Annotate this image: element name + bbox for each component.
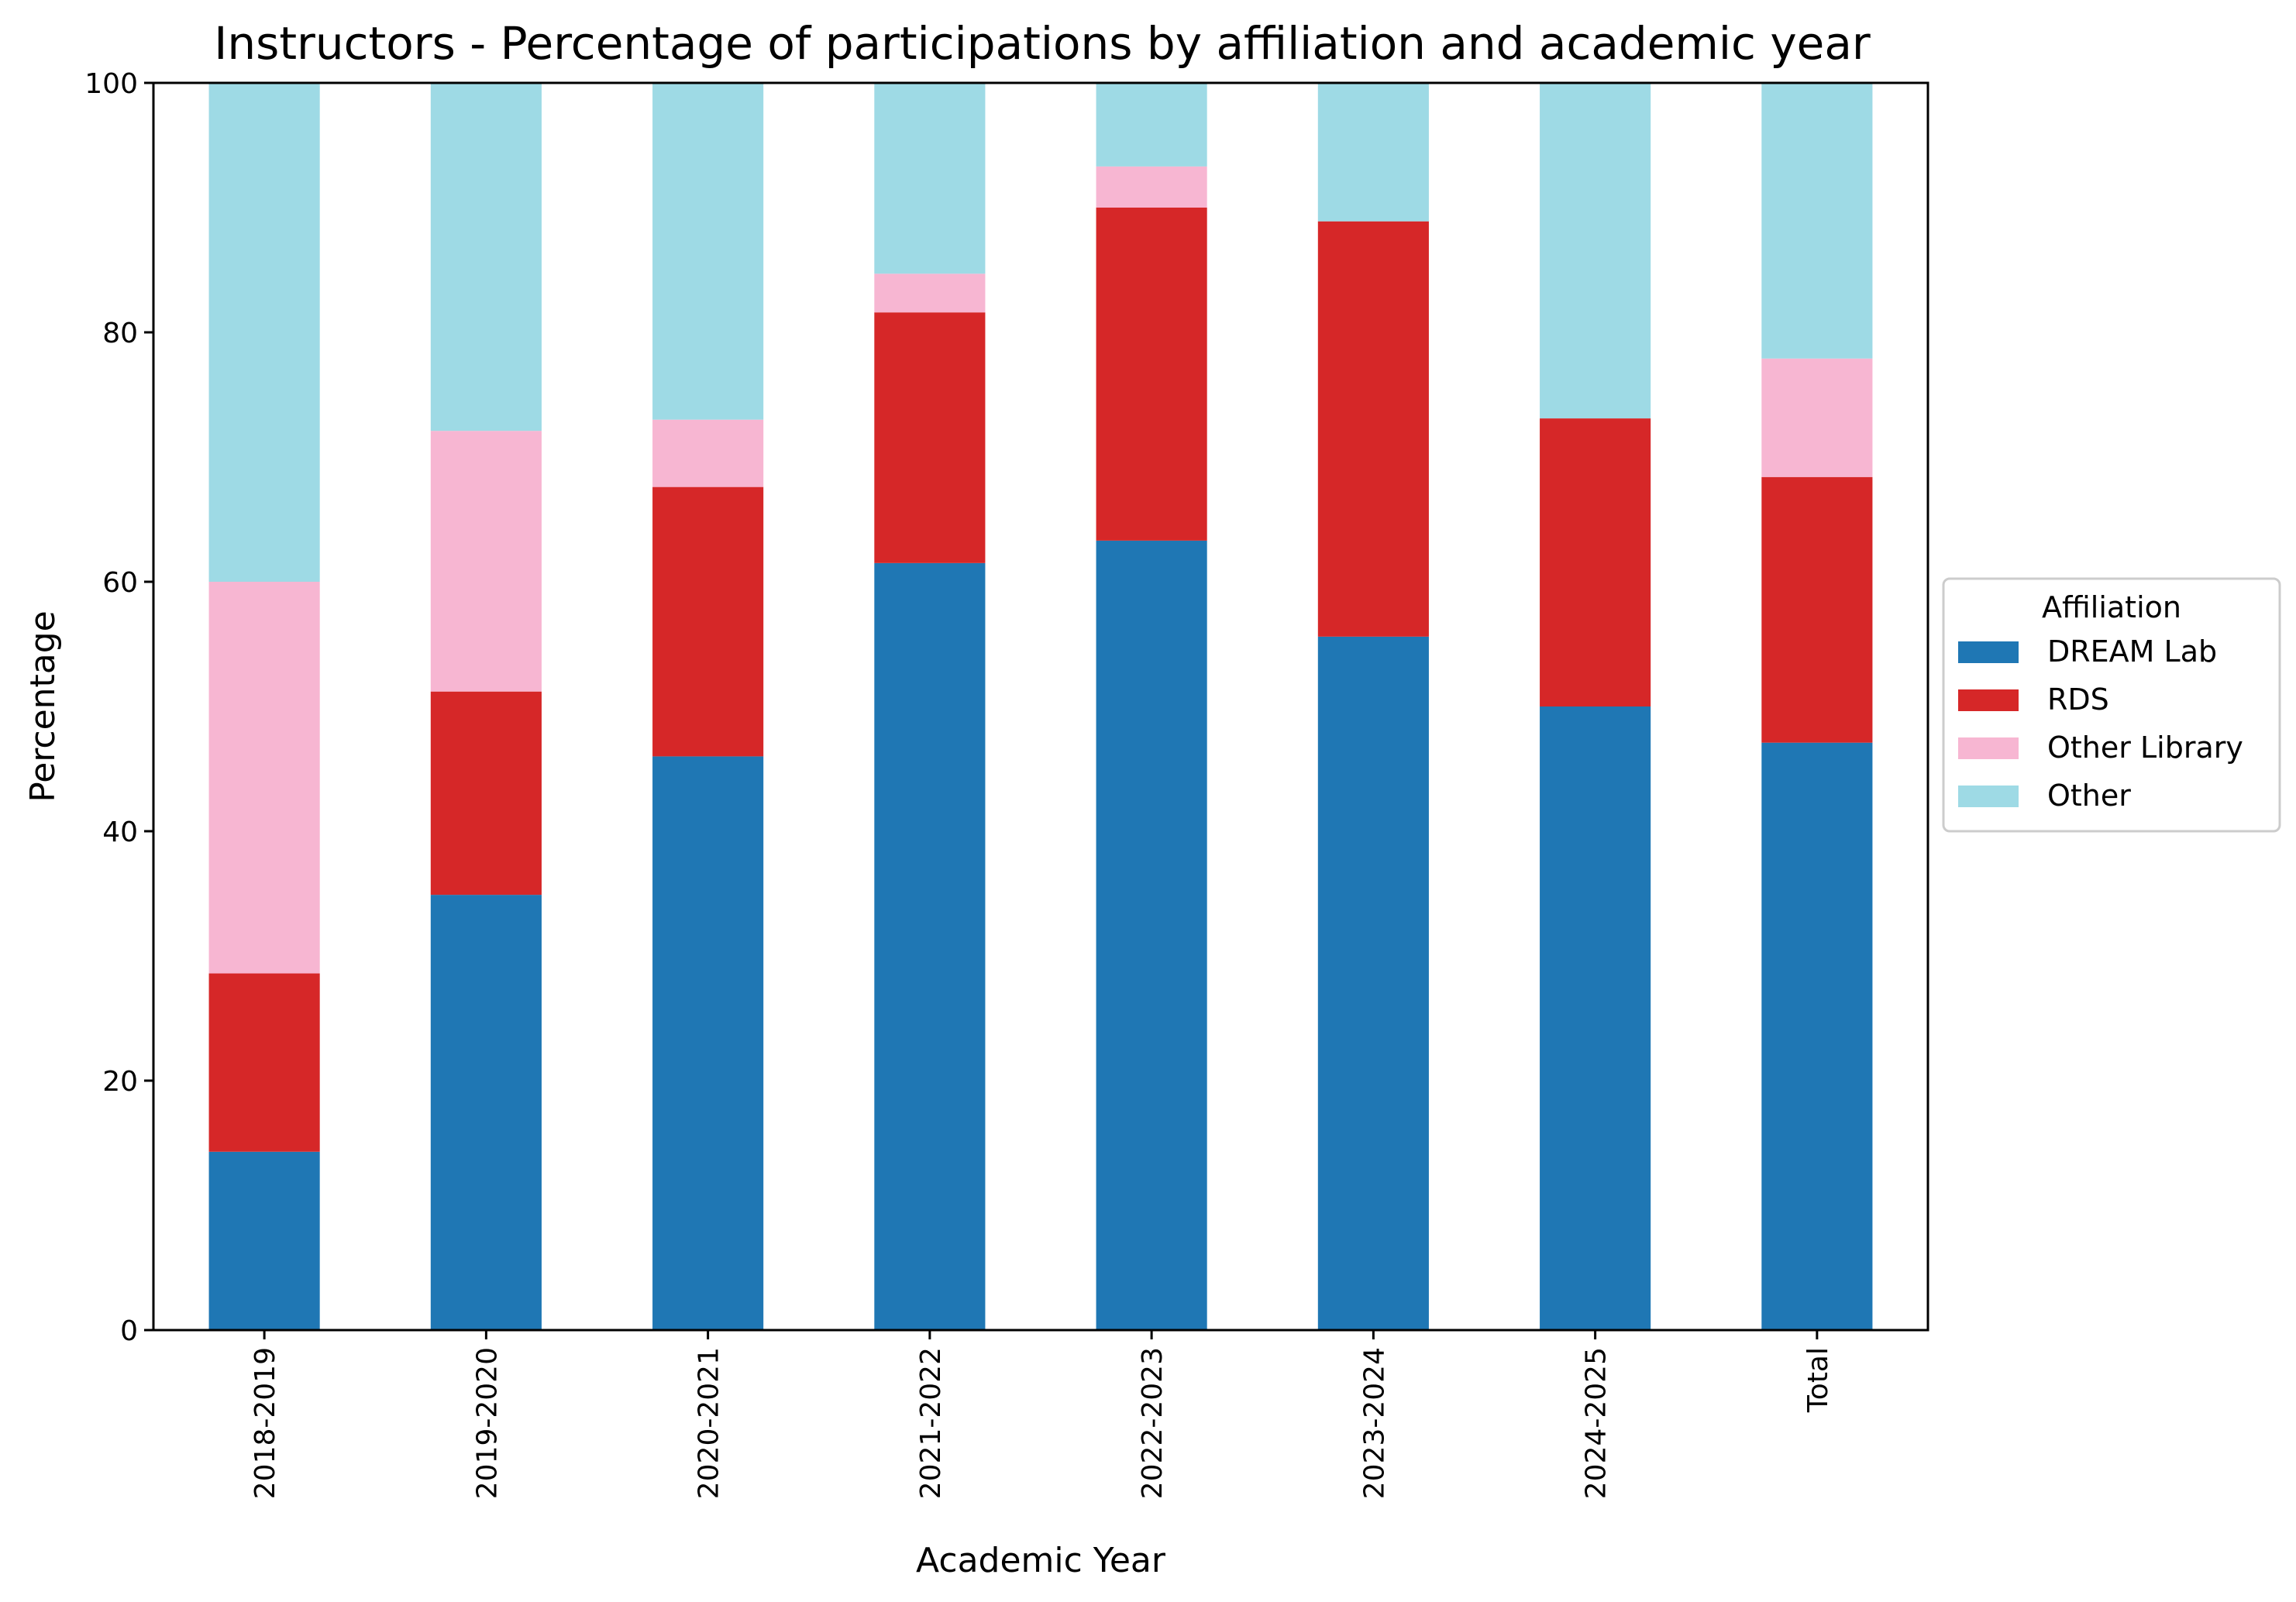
legend-label-rds: RDS [2047, 682, 2109, 717]
bar-rds-2018-2019 [208, 973, 320, 1152]
y-tick-label: 40 [102, 816, 138, 848]
bar-other-2021-2022 [874, 83, 986, 274]
bar-dream-lab-total [1761, 742, 1873, 1330]
bar-dream-lab-2023-2024 [1317, 636, 1429, 1330]
y-tick-label: 80 [102, 318, 138, 349]
bar-other-2019-2020 [430, 83, 542, 431]
y-tick-label: 100 [84, 68, 138, 100]
bar-rds-2019-2020 [430, 691, 542, 896]
y-tick-label: 60 [102, 567, 138, 599]
y-tick-label: 0 [120, 1315, 138, 1347]
bar-dream-lab-2019-2020 [430, 895, 542, 1330]
legend-swatch-other-library [1958, 737, 2019, 759]
x-tick-label: 2019-2020 [471, 1347, 503, 1499]
bar-other-2024-2025 [1540, 83, 1651, 419]
plot-frame [152, 81, 1929, 1332]
legend-label-dream-lab: DREAM Lab [2047, 634, 2217, 669]
bar-dream-lab-2024-2025 [1540, 706, 1651, 1330]
bar-other-library-2021-2022 [874, 273, 986, 313]
legend-swatch-dream-lab [1958, 641, 2019, 663]
bar-dream-lab-2021-2022 [874, 562, 986, 1330]
bar-rds-2024-2025 [1540, 418, 1651, 706]
bar-other-library-2018-2019 [208, 582, 320, 974]
bar-rds-2023-2024 [1317, 221, 1429, 637]
legend-swatch-rds [1958, 689, 2019, 711]
legend-items: DREAM Lab RDS Other Library Other [1958, 634, 2243, 813]
legend-swatch-other [1958, 786, 2019, 807]
bar-dream-lab-2018-2019 [208, 1151, 320, 1330]
legend-frame [1942, 577, 2281, 833]
x-tick-label: 2024-2025 [1581, 1347, 1613, 1499]
bar-dream-lab-2020-2021 [652, 756, 764, 1330]
bar-other-library-2020-2021 [652, 419, 764, 487]
x-tick-label: 2023-2024 [1358, 1347, 1390, 1499]
x-tick-label: 2020-2021 [694, 1347, 725, 1499]
bar-other-library-2022-2023 [1096, 166, 1207, 208]
x-tick-label: 2022-2023 [1137, 1347, 1169, 1499]
x-axis: 2018-2019 2019-2020 2020-2021 2021-2022 2022… [250, 1330, 1834, 1499]
x-tick-label: Total [1802, 1347, 1834, 1413]
legend: Affiliation DREAM Lab RDS Other Library Oth… [1942, 577, 2281, 833]
legend-label-other-library: Other Library [2047, 731, 2243, 765]
bar-rds-2022-2023 [1096, 208, 1207, 541]
y-tick-label: 20 [102, 1066, 138, 1098]
y-axis: 0 20 40 60 80 100 [84, 68, 153, 1347]
x-axis-label: Academic Year [916, 1541, 1166, 1580]
chart-title: Instructors - Percentage of participatio… [214, 17, 1871, 70]
bar-rds-2021-2022 [874, 312, 986, 563]
bar-other-2023-2024 [1317, 83, 1429, 222]
bar-other-2020-2021 [652, 83, 764, 420]
y-axis-label: Percentage [23, 610, 63, 803]
bar-other-total [1761, 83, 1873, 359]
bar-dream-lab-2022-2023 [1096, 540, 1207, 1330]
bar-other-2018-2019 [208, 83, 320, 582]
bar-other-library-2019-2020 [430, 431, 542, 692]
bar-other-library-total [1761, 358, 1873, 477]
bars [208, 83, 1873, 1330]
x-tick-label: 2018-2019 [250, 1347, 281, 1499]
legend-label-other: Other [2047, 779, 2131, 813]
bar-rds-total [1761, 476, 1873, 743]
bar-other-2022-2023 [1096, 83, 1207, 167]
x-tick-label: 2021-2022 [915, 1347, 947, 1499]
legend-title: Affiliation [2042, 590, 2181, 624]
bar-rds-2020-2021 [652, 486, 764, 757]
